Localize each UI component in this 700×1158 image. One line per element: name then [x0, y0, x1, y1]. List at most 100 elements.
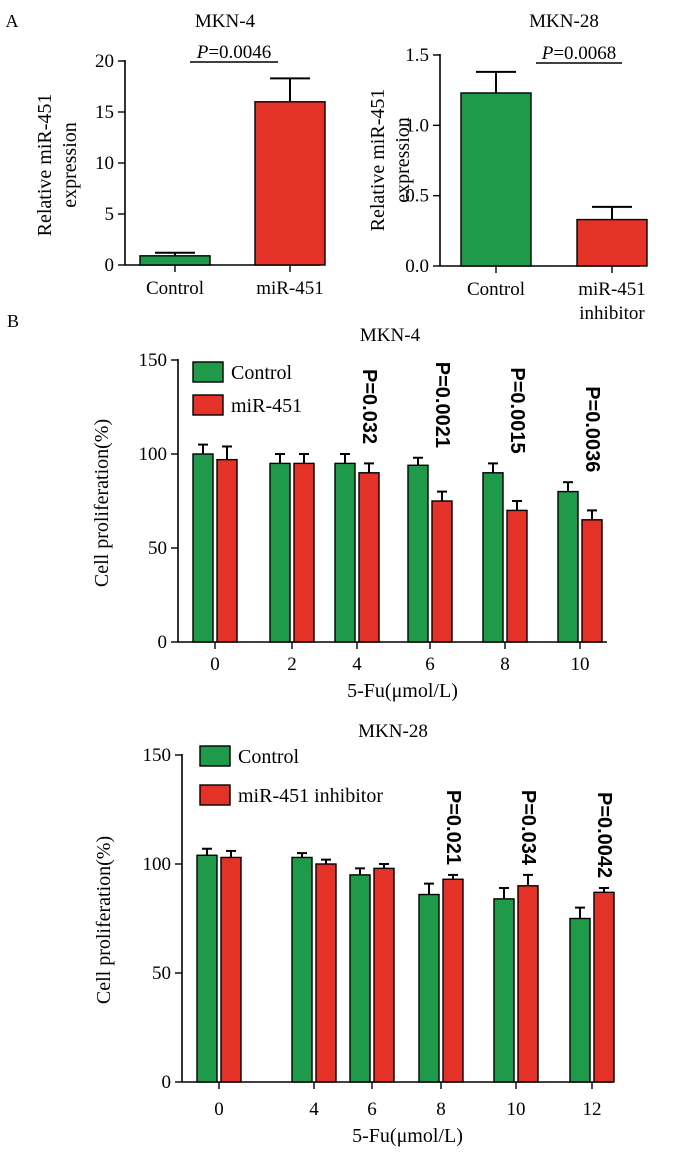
bar-control — [418, 893, 440, 1083]
panel-label-b: B — [7, 311, 19, 331]
legend-swatch — [199, 745, 231, 767]
bar-mir-451 — [581, 519, 603, 643]
bar-control — [557, 490, 579, 643]
y-tick-label: 0 — [162, 1072, 172, 1093]
bar-mir-451-inhibitor — [315, 863, 337, 1083]
p-value-annotation: P=0.0021 — [431, 362, 453, 448]
bar-control — [493, 898, 515, 1083]
x-tick-label: 4 — [309, 1099, 319, 1120]
x-tick-label: miR-451 — [578, 279, 646, 300]
x-tick-label: 12 — [583, 1099, 602, 1120]
panel-label-a: A — [6, 11, 19, 31]
bar-control — [269, 462, 291, 643]
x-tick-label: Control — [467, 279, 525, 300]
bar-control — [139, 255, 211, 266]
x-tick-label: 0 — [214, 1099, 224, 1120]
bar-control — [407, 464, 429, 643]
x-tick-label: 2 — [287, 654, 297, 675]
bar-control — [192, 453, 214, 643]
x-tick-label: 0 — [210, 654, 220, 675]
x-axis-label: 5-Fu(μmol/L) — [352, 1125, 463, 1147]
bar-mir-451-inhibitor — [517, 885, 539, 1083]
chart-1: MKN-4 0 5 10 15 20 Relative miR-451 expression C… — [34, 11, 326, 299]
bar-mir-451 — [358, 472, 380, 643]
y-tick-label: 100 — [143, 854, 172, 875]
legend-label: miR-451 — [231, 395, 302, 417]
x-tick-label: 8 — [500, 654, 510, 675]
y-axis-label: Relative miR-451 — [34, 94, 56, 237]
x-tick-label: inhibitor — [579, 303, 645, 324]
p-value-annotation: P=0.0042 — [593, 792, 615, 878]
bar-mir-451 — [254, 101, 326, 266]
legend-label: miR-451 inhibitor — [238, 785, 383, 807]
bar-control — [291, 856, 313, 1083]
y-tick-label: 20 — [95, 51, 114, 72]
x-tick-label: 6 — [425, 654, 435, 675]
significance-label: P=0.0068 — [541, 43, 617, 64]
y-tick-label: 0.0 — [405, 256, 429, 277]
bar-mir-451 — [216, 458, 238, 643]
bar-mir-451 — [506, 509, 528, 643]
bar-control — [569, 917, 591, 1083]
y-tick-label: 100 — [139, 444, 168, 465]
p-value-annotation: P=0.032 — [358, 369, 380, 444]
y-tick-label: 15 — [95, 102, 114, 123]
y-tick-label: 1.0 — [405, 115, 429, 136]
legend-label: Control — [231, 362, 293, 384]
bar-mir-451-inhibitor — [220, 856, 242, 1083]
bar-control — [196, 854, 218, 1083]
bar-mir-451-inhibitor — [442, 878, 464, 1083]
y-axis-label: expression — [392, 117, 414, 203]
bar-control — [460, 92, 532, 267]
y-tick-label: 5 — [105, 204, 115, 225]
x-tick-label: 6 — [367, 1099, 377, 1120]
y-tick-label: 0 — [105, 255, 115, 276]
y-tick-label: 1.5 — [405, 45, 429, 66]
legend: Control miR-451 inhibitor — [199, 745, 383, 807]
p-value-annotation: P=0.034 — [517, 790, 539, 866]
chart-4: MKN-28 0 50 100 150 Cell proliferation(%) 0 4 6 8… — [93, 721, 615, 1147]
bar-mir-451 — [576, 218, 648, 267]
y-axis-label: Cell proliferation(%) — [91, 419, 113, 587]
legend-swatch — [192, 394, 224, 416]
bar-mir-451 — [431, 500, 453, 643]
legend-label: Control — [238, 746, 300, 768]
bar-mir-451-inhibitor — [373, 867, 395, 1083]
y-axis-label: expression — [59, 122, 81, 208]
chart-3: MKN-4 0 50 100 150 Cell proliferation(%) 0 2 4 P=… — [91, 325, 607, 702]
x-axis-label: 5-Fu(μmol/L) — [347, 680, 458, 702]
chart-2: MKN-28 0.0 0.5 1.0 1.5 Relative miR-451 expres… — [367, 11, 648, 324]
p-value-annotation: P=0.021 — [442, 790, 464, 865]
chart-title: MKN-4 — [360, 325, 421, 346]
y-tick-label: 50 — [148, 538, 167, 559]
p-value-annotation: P=0.0036 — [581, 386, 603, 472]
y-tick-label: 10 — [95, 153, 114, 174]
y-tick-label: 150 — [139, 350, 168, 371]
y-tick-label: 0.5 — [405, 186, 429, 207]
y-axis-label: Relative miR-451 — [367, 89, 389, 232]
bar-control — [334, 462, 356, 643]
y-tick-label: 0 — [158, 632, 168, 653]
x-tick-label: miR-451 — [256, 278, 324, 299]
chart-title: MKN-28 — [358, 721, 428, 742]
chart-title: MKN-4 — [195, 11, 256, 32]
legend: Control miR-451 — [192, 361, 302, 417]
legend-swatch — [192, 361, 224, 383]
x-tick-label: Control — [146, 278, 204, 299]
x-tick-label: 8 — [436, 1099, 446, 1120]
bar-control — [482, 472, 504, 643]
y-tick-label: 50 — [152, 963, 171, 984]
y-tick-label: 150 — [143, 745, 172, 766]
bar-control — [349, 874, 371, 1083]
chart-title: MKN-28 — [529, 11, 599, 32]
bar-mir-451-inhibitor — [593, 891, 615, 1083]
x-tick-label: 10 — [507, 1099, 526, 1120]
bar-mir-451 — [293, 462, 315, 643]
y-axis-label: Cell proliferation(%) — [93, 836, 115, 1004]
x-tick-label: 10 — [571, 654, 590, 675]
legend-swatch — [199, 784, 231, 806]
significance-label: P=0.0046 — [196, 42, 272, 63]
p-value-annotation: P=0.0015 — [506, 367, 528, 453]
